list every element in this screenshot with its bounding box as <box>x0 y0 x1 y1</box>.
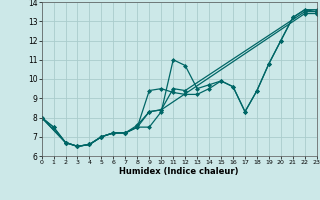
X-axis label: Humidex (Indice chaleur): Humidex (Indice chaleur) <box>119 167 239 176</box>
